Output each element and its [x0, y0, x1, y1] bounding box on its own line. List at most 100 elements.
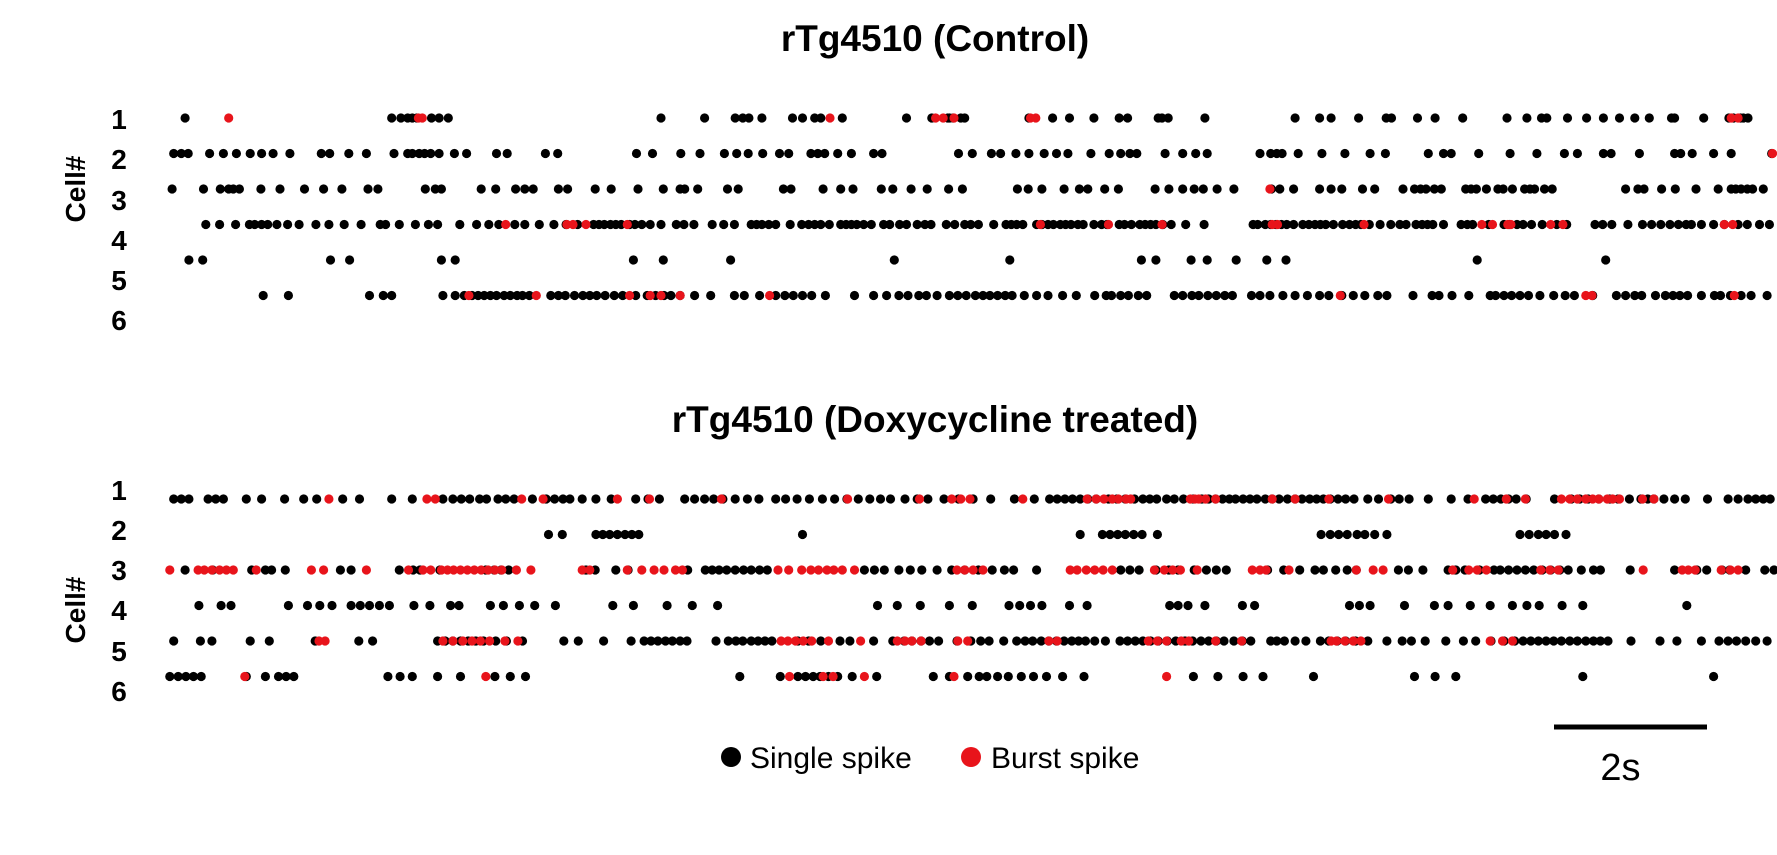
single-spike-dot — [260, 671, 270, 682]
single-spike-dot — [1341, 494, 1351, 504]
single-spike-dot — [1200, 113, 1210, 123]
single-spike-dot — [654, 494, 665, 504]
single-spike-dot — [268, 148, 278, 159]
single-spike-dot — [1074, 636, 1084, 646]
single-spike-dot — [281, 671, 291, 682]
single-spike-dot — [1032, 565, 1042, 575]
single-spike-dot — [1134, 565, 1144, 575]
single-spike-dot — [676, 148, 686, 159]
burst-spike-dot — [1324, 494, 1334, 504]
single-spike-dot — [967, 600, 977, 611]
single-spike-dot — [285, 148, 295, 159]
single-spike-dot — [491, 148, 502, 159]
single-spike-dot — [1136, 255, 1146, 265]
single-spike-dot — [1526, 636, 1536, 646]
burst-spike-dot — [1082, 494, 1092, 504]
single-spike-dot — [730, 565, 740, 575]
single-spike-dot — [1507, 290, 1517, 301]
single-spike-dot — [1533, 529, 1543, 540]
single-spike-dot — [1423, 494, 1433, 504]
burst-spike-dot — [931, 113, 941, 123]
single-spike-dot — [407, 148, 417, 159]
single-spike-dot — [989, 219, 999, 230]
single-spike-dot — [932, 565, 942, 575]
burst-spike-dot — [568, 219, 578, 230]
single-spike-dot — [1023, 184, 1033, 194]
single-spike-dot — [491, 184, 501, 194]
single-spike-dot — [912, 219, 922, 230]
single-spike-dot — [407, 494, 417, 504]
single-spike-dot — [1032, 290, 1042, 301]
single-spike-dot — [1337, 184, 1347, 194]
single-spike-dot — [1052, 494, 1062, 504]
single-spike-dot — [1660, 290, 1670, 301]
single-spike-dot — [433, 219, 443, 230]
single-spike-dot — [1429, 600, 1439, 611]
single-spike-dot — [569, 290, 580, 301]
burst-spike-dot — [422, 494, 432, 504]
single-spike-dot — [1275, 184, 1285, 194]
single-spike-dot — [524, 290, 535, 301]
single-spike-dot — [410, 219, 420, 230]
single-spike-dot — [1557, 600, 1567, 611]
single-spike-dot — [1682, 600, 1692, 611]
single-spike-dot — [1089, 219, 1099, 230]
single-spike-dot — [1326, 113, 1336, 123]
burst-spike-dot — [828, 671, 838, 682]
single-spike-dot — [1246, 636, 1256, 646]
single-spike-dot — [1447, 290, 1457, 301]
single-spike-dot — [1420, 636, 1430, 646]
single-spike-dot — [606, 184, 616, 194]
burst-spike-dot — [644, 494, 655, 504]
burst-spike-dot — [1719, 219, 1729, 230]
single-spike-dot — [234, 184, 244, 194]
single-spike-dot — [1582, 113, 1592, 123]
single-spike-dot — [1559, 148, 1569, 159]
single-spike-dot — [1181, 219, 1191, 230]
single-spike-dot — [1472, 255, 1482, 265]
burst-spike-dot — [1614, 494, 1625, 504]
single-spike-dot — [711, 636, 721, 646]
single-spike-dot — [1365, 148, 1375, 159]
burst-spike-dot — [829, 565, 839, 575]
single-spike-dot — [1723, 494, 1733, 504]
single-spike-dot — [744, 113, 754, 123]
burst-spike-dot — [1335, 290, 1345, 301]
burst-spike-dot — [585, 565, 595, 575]
single-spike-dot — [491, 290, 502, 301]
burst-spike-dot — [1126, 494, 1136, 504]
burst-spike-dot — [1143, 636, 1153, 646]
single-spike-dot — [1178, 184, 1188, 194]
single-spike-dot — [1165, 600, 1175, 611]
single-spike-dot — [658, 255, 668, 265]
single-spike-dot — [299, 494, 309, 504]
burst-spike-dot — [476, 565, 486, 575]
single-spike-dot — [1160, 148, 1170, 159]
burst-spike-dot — [1044, 636, 1054, 646]
single-spike-dot — [215, 184, 225, 194]
single-spike-dot — [184, 255, 194, 265]
burst-spike-dot — [430, 494, 440, 504]
single-spike-dot — [1562, 113, 1573, 123]
burst-spike-dot — [1201, 494, 1211, 504]
burst-spike-dot — [1608, 494, 1618, 504]
single-spike-dot — [1382, 529, 1392, 540]
single-spike-dot — [1237, 600, 1247, 611]
burst-spike-dot — [165, 565, 175, 575]
single-spike-dot — [454, 600, 464, 611]
burst-spike-dot — [791, 636, 801, 646]
single-spike-dot — [311, 219, 321, 230]
single-spike-dot — [1488, 494, 1498, 504]
burst-spike-dot — [1162, 671, 1172, 682]
single-spike-dot — [426, 113, 437, 123]
single-spike-dot — [760, 636, 770, 646]
single-spike-dot — [476, 184, 486, 194]
burst-spike-dot — [968, 565, 978, 575]
single-spike-dot — [1060, 494, 1070, 504]
burst-spike-dot — [1368, 565, 1378, 575]
single-spike-dot — [1736, 290, 1746, 301]
burst-spike-dot — [1383, 494, 1394, 504]
single-spike-dot — [845, 636, 855, 646]
single-spike-dot — [950, 219, 960, 230]
single-spike-dot — [934, 636, 944, 646]
